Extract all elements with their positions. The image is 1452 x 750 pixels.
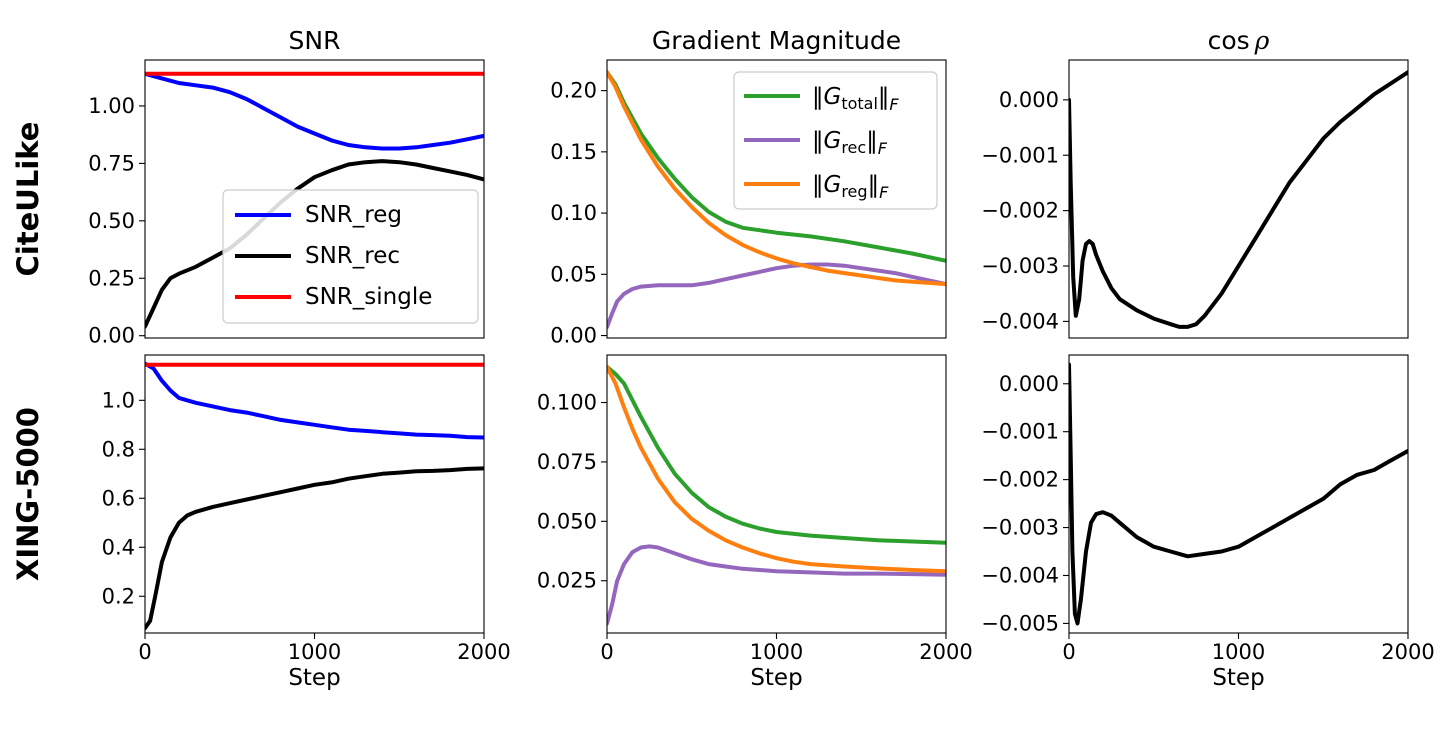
- y-tick-label: 0.000: [999, 88, 1059, 112]
- y-tick-label: 0.075: [537, 450, 597, 474]
- y-tick-label: 0.100: [537, 391, 597, 415]
- y-tick-label: 1.00: [88, 94, 135, 118]
- y-tick-label: 0.2: [102, 584, 135, 608]
- y-tick-label: 1.0: [102, 388, 135, 412]
- series-line-rec-r1c1: [607, 544, 946, 626]
- y-tick-label: −0.004: [981, 309, 1059, 333]
- col-title-0: SNR: [289, 26, 341, 55]
- axes-frame: [606, 354, 947, 634]
- y-tick-label: 0.050: [537, 509, 597, 533]
- y-tick-label: 0.20: [550, 79, 597, 103]
- series-line-cos-r0c2: [1069, 70, 1408, 329]
- x-tick-label: 1000: [750, 640, 803, 664]
- series-line-SNR_reg-r1c0: [145, 361, 484, 440]
- y-tick-label: 0.25: [88, 266, 135, 290]
- axes-frame: [144, 59, 485, 339]
- y-tick-label: 0.50: [88, 209, 135, 233]
- series-line-SNR_rec-r0c0: [145, 159, 484, 329]
- y-tick-label: 0.6: [102, 486, 135, 510]
- legend-label: ‖Gtotal‖F: [812, 84, 899, 114]
- y-tick-label: 0.15: [550, 140, 597, 164]
- x-tick-label: 2000: [457, 640, 510, 664]
- legend-snr: SNR_reg SNR_rec SNR_single: [222, 189, 479, 324]
- row-label-0: CiteULike: [11, 122, 45, 277]
- y-tick-label: 0.025: [537, 569, 597, 593]
- y-tick-label: 0.8: [102, 437, 135, 461]
- axes-frame: [144, 354, 485, 634]
- y-tick-label: 0.10: [550, 201, 597, 225]
- x-tick-label: 1000: [1212, 640, 1265, 664]
- x-tick-label: 0: [138, 640, 151, 664]
- y-tick-label: 0.00: [88, 324, 135, 348]
- legend-label: SNR_single: [305, 284, 432, 310]
- legend-label: SNR_rec: [305, 243, 400, 269]
- y-tick-label: −0.003: [981, 254, 1059, 278]
- y-tick-label: 0.4: [102, 535, 135, 559]
- col-title-2: cos ρ: [1208, 26, 1270, 55]
- y-tick-label: 0.75: [88, 151, 135, 175]
- y-tick-label: −0.004: [981, 563, 1059, 587]
- y-tick-label: −0.001: [981, 420, 1059, 444]
- legend-label: SNR_reg: [305, 202, 402, 228]
- x-tick-label: 2000: [919, 640, 972, 664]
- y-tick-label: −0.005: [981, 611, 1059, 635]
- col-title-1: Gradient Magnitude: [652, 26, 901, 55]
- y-tick-label: 0.00: [550, 324, 597, 348]
- series-line-total-r0c1: [607, 70, 946, 263]
- row-label-1: XING-5000: [11, 407, 45, 581]
- axes-frame: [1068, 354, 1409, 634]
- x-axis-label: Step: [750, 665, 802, 691]
- x-axis-label: Step: [288, 665, 340, 691]
- y-tick-label: −0.002: [981, 468, 1059, 492]
- series-line-SNR_reg-r0c0: [145, 71, 484, 151]
- series-line-cos-r1c2: [1069, 362, 1408, 626]
- panel-r1-c0: 0.2 0.4 0.6 0.8 1.0 0 1000 2000 Step: [102, 354, 511, 691]
- y-tick-label: −0.003: [981, 516, 1059, 540]
- panel-r0-c1: 0.00 0.05 0.10 0.15 0.20: [550, 59, 947, 348]
- y-tick-label: 0.000: [999, 372, 1059, 396]
- panel-r0-c0: 0.00 0.25 0.50 0.75 1.00: [88, 59, 485, 348]
- y-tick-label: −0.002: [981, 199, 1059, 223]
- panel-r0-c2: 0.000 −0.001 −0.002 −0.003 −0.004: [981, 59, 1409, 339]
- legend-gradient: ‖Gtotal‖F ‖Grec‖F ‖Greg‖F: [733, 71, 938, 210]
- x-tick-label: 0: [1062, 640, 1075, 664]
- y-tick-label: 0.05: [550, 262, 597, 286]
- axes-frame: [606, 59, 947, 339]
- legend-label: ‖Grec‖F: [812, 128, 888, 158]
- series-line-SNR_rec-r1c0: [145, 466, 484, 631]
- series-line-reg-r0c1: [607, 70, 946, 287]
- x-tick-label: 0: [600, 640, 613, 664]
- axes-frame: [1068, 59, 1409, 339]
- y-tick-label: −0.001: [981, 143, 1059, 167]
- x-axis-label: Step: [1212, 665, 1264, 691]
- panel-r1-c1: 0.025 0.050 0.075 0.100 0 1000 2000 Step: [537, 354, 973, 691]
- legend-label: ‖Greg‖F: [812, 172, 889, 202]
- x-tick-label: 1000: [288, 640, 341, 664]
- x-tick-label: 2000: [1381, 640, 1434, 664]
- series-line-reg-r1c1: [607, 364, 946, 574]
- series-line-rec-r0c1: [607, 262, 946, 329]
- series-line-total-r1c1: [607, 364, 946, 545]
